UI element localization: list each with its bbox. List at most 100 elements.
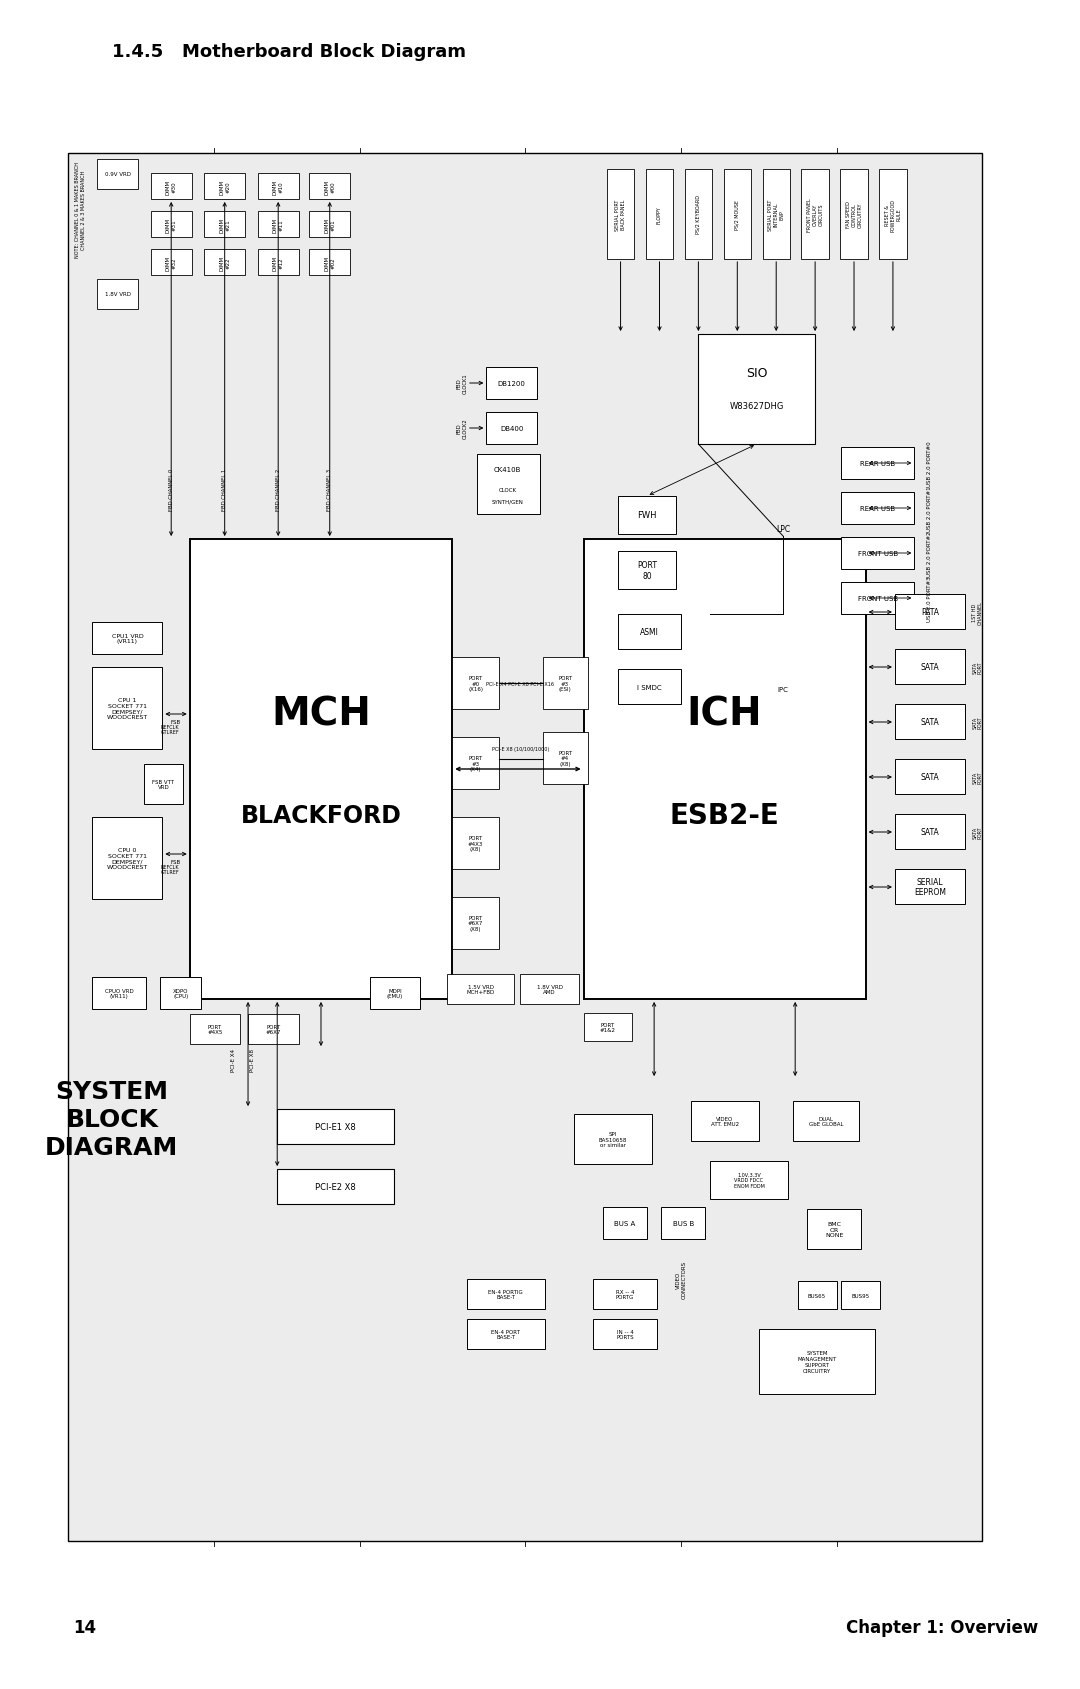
Text: DB1200: DB1200 [498, 380, 526, 387]
Text: FRONT PANEL
OVERLAY
CIRCUITS: FRONT PANEL OVERLAY CIRCUITS [807, 198, 823, 231]
Text: DIMM
#20: DIMM #20 [219, 179, 230, 194]
Text: PCI-E X8: PCI-E X8 [251, 1047, 255, 1071]
Bar [543, 733, 588, 784]
Bar [895, 870, 964, 905]
Bar [258, 174, 298, 199]
Text: USB 2.0 PORT#0: USB 2.0 PORT#0 [928, 441, 932, 486]
Bar [204, 211, 245, 238]
Text: CK410B: CK410B [494, 466, 522, 473]
Bar [895, 650, 964, 684]
Bar [573, 1115, 651, 1164]
Text: FSB: FSB [171, 720, 181, 725]
Bar [661, 1208, 705, 1240]
Bar [583, 540, 866, 1000]
Text: PS/2 KEYBOARD: PS/2 KEYBOARD [696, 196, 701, 235]
Bar [151, 250, 191, 275]
Bar [486, 368, 537, 400]
Bar [486, 412, 537, 444]
Text: REFCLK
GTLREF: REFCLK GTLREF [161, 865, 179, 875]
Text: DIMM
#12: DIMM #12 [273, 255, 284, 270]
Text: PATA: PATA [921, 608, 939, 616]
Bar [151, 211, 191, 238]
Text: USB 2.0 PORT#1: USB 2.0 PORT#1 [928, 486, 932, 532]
Bar [453, 738, 499, 789]
Text: EN-4 PORT
BASE-T: EN-4 PORT BASE-T [491, 1329, 521, 1339]
Text: DB400: DB400 [500, 426, 524, 432]
Bar [690, 1101, 758, 1142]
Text: PCI-E X4 PCI-E X8 PCI-E X16: PCI-E X4 PCI-E X8 PCI-E X16 [486, 681, 554, 686]
Text: 1.4.5   Motherboard Block Diagram: 1.4.5 Motherboard Block Diagram [112, 42, 465, 61]
Text: PORT
#3
(ESI): PORT #3 (ESI) [558, 676, 572, 692]
Text: RESET &
POWERGOOD
RULE: RESET & POWERGOOD RULE [885, 198, 901, 231]
Bar [248, 1015, 298, 1044]
Text: PORT
#6X7: PORT #6X7 [266, 1024, 281, 1035]
Text: FLOPPY: FLOPPY [657, 206, 662, 223]
Text: SATA: SATA [920, 828, 940, 836]
Bar [521, 975, 579, 1005]
Bar [699, 334, 815, 444]
Text: LPC: LPC [775, 525, 791, 534]
Bar [724, 171, 751, 260]
Bar [762, 171, 789, 260]
Text: PCI-E1 X8: PCI-E1 X8 [315, 1121, 356, 1132]
Text: DIMM
#31: DIMM #31 [166, 218, 177, 233]
Text: PORT
#0
(X16): PORT #0 (X16) [468, 676, 483, 692]
Bar [618, 552, 676, 589]
Bar [618, 615, 680, 650]
Bar [841, 537, 915, 569]
Bar [841, 448, 915, 480]
Bar [93, 623, 162, 655]
Bar [710, 1162, 788, 1199]
Text: SPI
BAS10658
or similar: SPI BAS10658 or similar [598, 1132, 627, 1147]
Bar [467, 1279, 544, 1309]
Text: 1.5V VRD
MCH+FBD: 1.5V VRD MCH+FBD [467, 985, 495, 995]
Text: MDPI
(EMU): MDPI (EMU) [387, 988, 403, 998]
Bar [841, 1282, 880, 1309]
Bar [447, 975, 514, 1005]
Text: REFCLK
GTLREF: REFCLK GTLREF [161, 725, 179, 735]
Bar [93, 667, 162, 750]
Text: W83627DHG: W83627DHG [730, 402, 784, 410]
Bar [476, 454, 540, 515]
Text: I SMDC: I SMDC [637, 684, 662, 691]
Text: DIMM
#10: DIMM #10 [273, 179, 284, 194]
Text: 1.8V VRD: 1.8V VRD [105, 292, 131, 297]
Bar [895, 595, 964, 630]
Text: EN-4 PORTIG
BASE-T: EN-4 PORTIG BASE-T [488, 1289, 523, 1299]
Bar [144, 765, 183, 804]
Text: CPU 0
SOCKET 771
DEMPSEY/
WOODCREST: CPU 0 SOCKET 771 DEMPSEY/ WOODCREST [107, 848, 148, 870]
Bar [309, 250, 350, 275]
Bar [309, 211, 350, 238]
Bar [93, 817, 162, 900]
Bar [603, 1208, 647, 1240]
Text: CLOCK: CLOCK [499, 486, 516, 491]
Bar [190, 1015, 240, 1044]
Text: BUS A: BUS A [615, 1219, 635, 1226]
Text: ESB2-E: ESB2-E [670, 802, 780, 829]
Text: CPU 1
SOCKET 771
DEMPSEY/
WOODCREST: CPU 1 SOCKET 771 DEMPSEY/ WOODCREST [107, 698, 148, 720]
Text: FSB VTT
VRD: FSB VTT VRD [152, 779, 174, 790]
Text: SYSTEM
BLOCK
DIAGRAM: SYSTEM BLOCK DIAGRAM [45, 1079, 178, 1159]
Text: PCI-E2 X8: PCI-E2 X8 [315, 1182, 356, 1191]
Bar [161, 978, 201, 1010]
Text: FAN SPEED
CONTROL
CIRCUITRY: FAN SPEED CONTROL CIRCUITRY [846, 201, 862, 228]
Text: DIMM
#11: DIMM #11 [273, 218, 284, 233]
Text: 0.9V VRD: 0.9V VRD [105, 172, 131, 177]
Text: SATA: SATA [920, 718, 940, 726]
Text: 1ST HD
CHANNEL: 1ST HD CHANNEL [972, 601, 983, 625]
Text: PS/2 MOUSE: PS/2 MOUSE [734, 199, 740, 230]
Bar [895, 814, 964, 850]
Bar [97, 280, 138, 309]
Bar [593, 1279, 657, 1309]
Text: CPUO VRD
(VR11): CPUO VRD (VR11) [105, 988, 134, 998]
Text: PORT
#4X3
(X8): PORT #4X3 (X8) [468, 834, 484, 851]
Bar [68, 154, 983, 1540]
Text: XDPO
(CPU): XDPO (CPU) [173, 988, 189, 998]
Text: NOTE: CHANNEL 0 & 1 MAKES BRANCH
CHANNEL 2 & 3 MAKES BRANCH: NOTE: CHANNEL 0 & 1 MAKES BRANCH CHANNEL… [76, 162, 86, 258]
Text: REAR USB: REAR USB [861, 461, 895, 466]
Text: FRONT USB: FRONT USB [858, 596, 897, 601]
Text: VIDEO
ATT. EMU2: VIDEO ATT. EMU2 [711, 1116, 739, 1127]
Text: IN -- 4
PORTS: IN -- 4 PORTS [616, 1329, 634, 1339]
Text: SERIAL
EEPROM: SERIAL EEPROM [914, 877, 946, 897]
Text: PCI-E X8 (10/100/1000): PCI-E X8 (10/100/1000) [491, 747, 549, 752]
